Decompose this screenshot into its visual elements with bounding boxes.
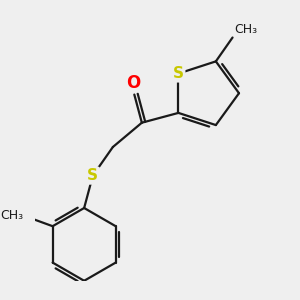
Text: CH₃: CH₃ <box>234 23 257 36</box>
Text: CH₃: CH₃ <box>1 209 24 222</box>
Text: O: O <box>126 74 140 92</box>
Text: S: S <box>173 66 184 81</box>
Text: S: S <box>87 168 98 183</box>
